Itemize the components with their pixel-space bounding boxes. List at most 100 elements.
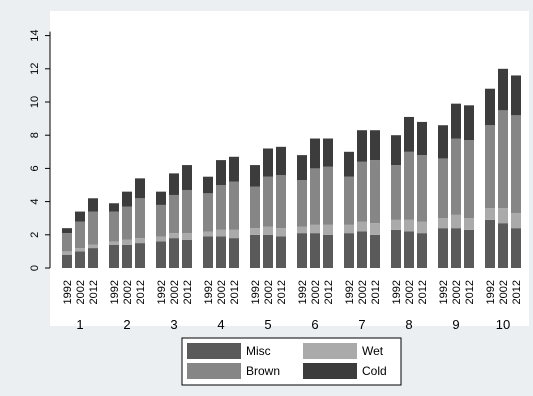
y-tick-label: 4	[29, 199, 41, 205]
bar-segment-brown	[75, 221, 85, 249]
x-tick-label-year: 2012	[511, 280, 523, 304]
bar-segment-brown	[229, 181, 239, 230]
bar-segment-cold	[404, 116, 414, 152]
bar-segment-wet	[485, 208, 495, 220]
x-tick-label-year: 2012	[276, 280, 288, 304]
bar-segment-misc	[323, 234, 333, 268]
x-tick-label-year: 2012	[417, 280, 429, 304]
bar-segment-wet	[109, 241, 119, 245]
bar-segment-brown	[344, 176, 354, 225]
x-group-label: 5	[264, 317, 271, 332]
bar-segment-cold	[122, 191, 132, 207]
legend-label-brown: Brown	[246, 364, 280, 378]
bar-segment-cold	[451, 103, 461, 139]
bar-segment-cold	[169, 173, 179, 195]
bar-segment-cold	[263, 148, 273, 177]
legend-swatch-cold	[303, 363, 357, 379]
x-tick-label-year: 1992	[344, 280, 356, 304]
bar-segment-wet	[451, 214, 461, 229]
bar-segment-cold	[297, 155, 307, 181]
x-group-label: 2	[123, 317, 130, 332]
bar-segment-wet	[464, 218, 474, 230]
x-tick-label-year: 2002	[357, 280, 369, 304]
bars	[62, 68, 521, 268]
bar-segment-wet	[122, 239, 132, 245]
bar-segment-misc	[88, 248, 98, 268]
bar-segment-cold	[370, 130, 380, 161]
bar-segment-wet	[62, 251, 72, 255]
x-group-label: 8	[405, 317, 412, 332]
x-group-label: 4	[217, 317, 224, 332]
bar-segment-cold	[357, 130, 367, 162]
legend-label-wet: Wet	[362, 344, 384, 358]
bar-segment-wet	[182, 233, 192, 240]
bar-segment-brown	[511, 115, 521, 214]
bar-segment-brown	[109, 211, 119, 242]
bar-segment-brown	[357, 161, 367, 222]
x-tick-label-year: 2012	[88, 280, 100, 304]
bar-segment-wet	[498, 208, 508, 224]
y-tick-label: 0	[29, 265, 41, 271]
bar-segment-wet	[250, 228, 260, 235]
bar-segment-misc	[498, 223, 508, 268]
bar-segment-misc	[357, 231, 367, 268]
x-tick-label-year: 2002	[263, 280, 275, 304]
legend-swatch-brown	[187, 363, 241, 379]
bar-segment-misc	[263, 234, 273, 268]
bar-segment-wet	[169, 233, 179, 239]
x-tick-label-year: 2012	[135, 280, 147, 304]
bar-segment-brown	[88, 211, 98, 245]
bar-segment-brown	[391, 165, 401, 220]
bar-segment-cold	[250, 165, 260, 187]
x-tick-label-year: 2002	[498, 280, 510, 304]
bar-segment-cold	[75, 211, 85, 222]
bar-segment-wet	[511, 213, 521, 229]
x-group-label: 3	[170, 317, 177, 332]
bar-segment-wet	[88, 244, 98, 249]
bar-segment-cold	[498, 68, 508, 111]
bar-segment-misc	[250, 234, 260, 268]
bar-segment-misc	[169, 238, 179, 268]
x-tick-label-year: 2002	[75, 280, 87, 304]
x-tick-label-year: 2002	[404, 280, 416, 304]
bar-segment-brown	[156, 204, 166, 237]
y-tick-label: 14	[29, 29, 41, 41]
bar-segment-brown	[263, 176, 273, 227]
x-tick-label-year: 1992	[297, 280, 309, 304]
bar-segment-brown	[135, 198, 145, 239]
bar-segment-brown	[250, 186, 260, 229]
bar-segment-brown	[216, 185, 226, 230]
bar-segment-cold	[344, 151, 354, 177]
bar-segment-wet	[438, 218, 448, 229]
bar-segment-misc	[109, 244, 119, 268]
bar-segment-misc	[135, 243, 145, 268]
bar-segment-cold	[464, 105, 474, 141]
bar-segment-brown	[169, 194, 179, 234]
bar-segment-misc	[404, 231, 414, 268]
bar-segment-cold	[182, 165, 192, 190]
bar-segment-misc	[182, 239, 192, 268]
y-tick-label: 12	[29, 63, 41, 75]
bar-segment-misc	[122, 244, 132, 268]
bar-segment-brown	[498, 110, 508, 209]
bar-segment-cold	[310, 138, 320, 169]
bar-segment-wet	[404, 219, 414, 232]
x-tick-label-year: 2012	[323, 280, 335, 304]
bar-segment-brown	[62, 233, 72, 252]
bar-segment-misc	[203, 236, 213, 268]
x-tick-label-year: 2012	[464, 280, 476, 304]
bar-segment-cold	[135, 178, 145, 199]
bar-segment-cold	[216, 160, 226, 185]
bar-segment-cold	[276, 146, 286, 176]
x-tick-label-year: 2012	[182, 280, 194, 304]
bar-segment-misc	[297, 233, 307, 268]
x-group-label: 10	[496, 317, 510, 332]
bar-segment-brown	[404, 151, 414, 220]
bar-segment-brown	[182, 189, 192, 234]
bar-segment-misc	[391, 229, 401, 268]
bar-segment-misc	[344, 233, 354, 268]
bar-segment-misc	[229, 238, 239, 268]
bar-segment-wet	[357, 221, 367, 232]
